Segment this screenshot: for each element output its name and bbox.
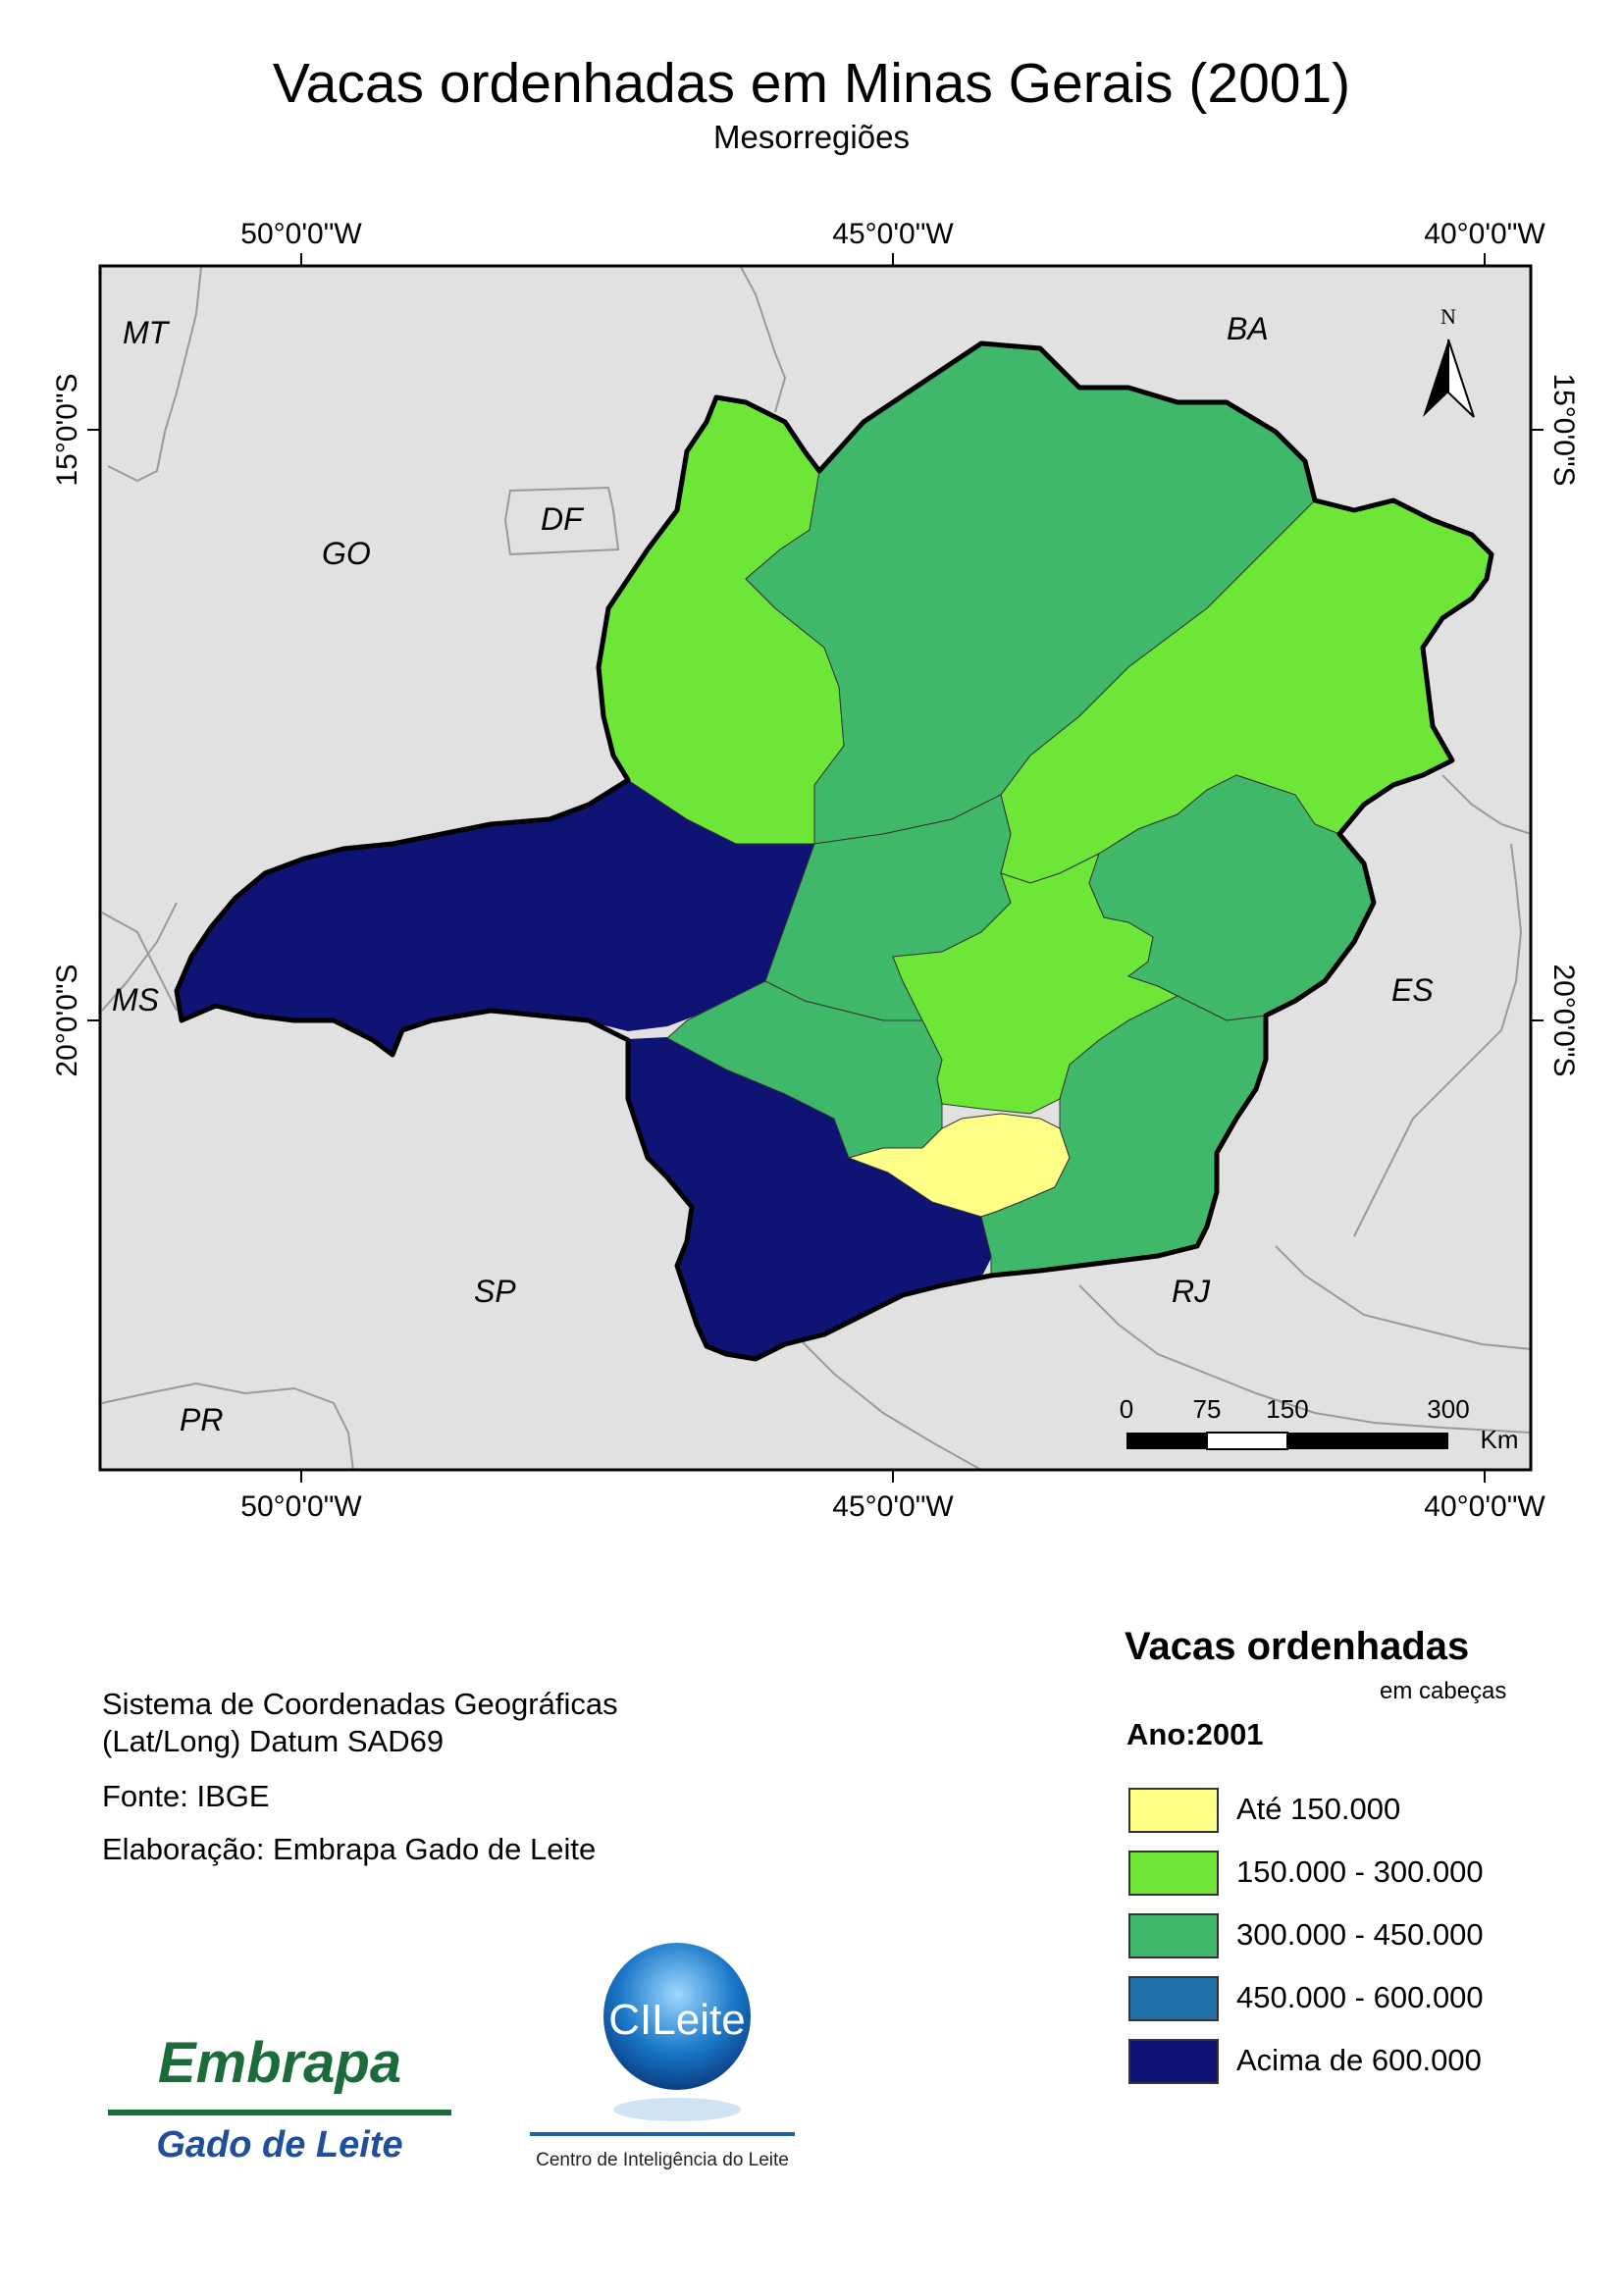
state-label-sp: SP bbox=[474, 1274, 516, 1309]
legend-swatch bbox=[1128, 1788, 1219, 1833]
map-frame bbox=[98, 264, 1533, 1472]
scale-tick-150: 150 bbox=[1266, 1394, 1308, 1424]
north-arrow-letter: N bbox=[1440, 304, 1456, 329]
scale-tick-300: 300 bbox=[1427, 1394, 1469, 1424]
state-label-es: ES bbox=[1391, 972, 1434, 1008]
legend-unit: em cabeças bbox=[1380, 1678, 1507, 1704]
legend-swatch bbox=[1128, 1913, 1219, 1958]
axis-label-top-50w: 50°0'0"W bbox=[240, 218, 362, 250]
scale-tick-75: 75 bbox=[1193, 1394, 1222, 1424]
info-datum: (Lat/Long) Datum SAD69 bbox=[102, 1724, 445, 1758]
cileite-logo-word: CILeite bbox=[608, 1996, 745, 2044]
legend-swatch bbox=[1128, 2039, 1219, 2084]
legend-label: 300.000 - 450.000 bbox=[1236, 1917, 1484, 1952]
state-label-rj: RJ bbox=[1172, 1274, 1211, 1309]
embrapa-logo: Embrapa Gado de Leite bbox=[108, 2011, 451, 2186]
axis-label-bottom-45w: 45°0'0"W bbox=[832, 1490, 954, 1523]
info-author: Elaboração: Embrapa Gado de Leite bbox=[102, 1832, 597, 1866]
scale-unit: Km bbox=[1481, 1425, 1519, 1454]
page-subtitle: Mesorregiões bbox=[713, 119, 910, 155]
axis-label-top-40w: 40°0'0"W bbox=[1424, 218, 1545, 250]
legend-swatch bbox=[1128, 1851, 1219, 1896]
graticule-ticks bbox=[87, 253, 1544, 1483]
page-title: Vacas ordenhadas em Minas Gerais (2001) bbox=[272, 52, 1351, 115]
axis-label-left-20s: 20°0'0"S bbox=[51, 964, 83, 1076]
axis-label-left-15s: 15°0'0"S bbox=[51, 373, 83, 486]
scale-bar: 0 75 150 300 Km bbox=[1120, 1394, 1519, 1454]
axis-label-bottom-40w: 40°0'0"W bbox=[1424, 1490, 1545, 1523]
axis-label-right-15s: 15°0'0"S bbox=[1547, 373, 1580, 486]
scale-tick-0: 0 bbox=[1120, 1394, 1133, 1424]
minas-gerais-outline bbox=[174, 340, 1494, 1362]
legend-title: Vacas ordenhadas bbox=[1125, 1625, 1470, 1668]
state-borders bbox=[101, 266, 1532, 1471]
state-label-ms: MS bbox=[112, 982, 159, 1018]
info-source: Fonte: IBGE bbox=[102, 1779, 270, 1813]
cileite-logo: CILeite Centro de Inteligência do Leite bbox=[530, 1943, 795, 2170]
legend-label: Acima de 600.000 bbox=[1236, 2043, 1482, 2077]
legend-label: 150.000 - 300.000 bbox=[1236, 1854, 1484, 1889]
north-arrow-icon: N bbox=[1423, 304, 1475, 418]
embrapa-logo-word: Embrapa bbox=[158, 2031, 401, 2095]
state-label-go: GO bbox=[322, 536, 371, 571]
legend-label: 450.000 - 600.000 bbox=[1236, 1980, 1484, 2014]
axis-label-top-45w: 45°0'0"W bbox=[832, 218, 954, 250]
legend-year: Ano:2001 bbox=[1126, 1717, 1264, 1751]
state-label-pr: PR bbox=[180, 1402, 223, 1437]
state-label-ba: BA bbox=[1227, 311, 1269, 346]
cileite-logo-sub: Centro de Inteligência do Leite bbox=[536, 2150, 789, 2170]
state-label-df: DF bbox=[541, 501, 585, 537]
map: 50°0'0"W 45°0'0"W 40°0'0"W 50°0'0"W 45°0… bbox=[51, 218, 1580, 1523]
legend-swatch bbox=[1128, 1976, 1219, 2021]
state-label-mt: MT bbox=[123, 315, 171, 350]
info-coordinate-system: Sistema de Coordenadas Geográficas bbox=[102, 1687, 618, 1721]
embrapa-logo-sub: Gado de Leite bbox=[156, 2124, 402, 2166]
axis-label-right-20s: 20°0'0"S bbox=[1547, 964, 1580, 1076]
df-boundary bbox=[503, 486, 620, 556]
axis-label-bottom-50w: 50°0'0"W bbox=[240, 1490, 362, 1523]
legend-label: Até 150.000 bbox=[1236, 1792, 1401, 1826]
